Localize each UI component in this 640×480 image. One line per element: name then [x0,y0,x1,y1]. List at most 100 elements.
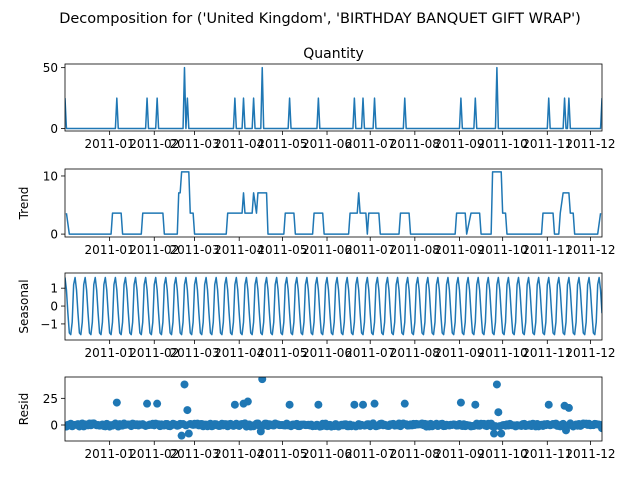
resid-xtick-label: 2011-10 [478,447,528,461]
seasonal-ytick-label: 1 [50,282,58,296]
resid-point [544,400,553,409]
resid-point [494,408,503,417]
subplot-resid: Resid0252011-012011-022011-032011-042011… [17,376,616,461]
trend-xtick-label: 2011-10 [478,243,528,257]
seasonal-series-line [65,276,602,336]
resid-axes-frame [64,376,603,442]
trend-ytick-label: 10 [43,169,58,183]
resid-point [497,429,506,438]
trend-xtick-label: 2011-07 [345,243,395,257]
trend-ytick-label: 0 [50,228,58,242]
observed-xtick-label: 2011-12 [565,137,615,151]
trend-xtick-label: 2011-02 [129,243,179,257]
seasonal-xtick-label: 2011-04 [214,346,264,360]
trend-axes-frame [64,168,603,238]
trend-xtick-label: 2011-12 [565,243,615,257]
seasonal-xtick-label: 2011-09 [434,346,484,360]
resid-point [230,400,239,409]
seasonal-ylabel: Seasonal [17,279,31,333]
seasonal-xtick-label: 2011-03 [170,346,220,360]
seasonal-plot-area [65,276,602,336]
trend-ylabel: Trend [17,187,31,221]
observed-xtick-label: 2011-11 [522,137,572,151]
subplot-observed: Quantity0502011-012011-022011-032011-042… [43,46,616,151]
resid-point [258,377,267,384]
figure-suptitle: Decomposition for ('United Kingdom', 'BI… [59,11,581,27]
seasonal-xtick-label: 2011-11 [522,346,572,360]
resid-point [456,398,465,407]
resid-point [112,398,121,407]
resid-xtick-label: 2011-01 [85,447,135,461]
resid-xtick-label: 2011-08 [390,447,440,461]
observed-xtick-label: 2011-02 [129,137,179,151]
seasonal-xtick-label: 2011-12 [565,346,615,360]
seasonal-ytick-label: −1 [40,317,58,331]
resid-point [564,403,573,412]
resid-point [471,400,480,409]
resid-point [598,424,602,433]
resid-xtick-label: 2011-06 [302,447,352,461]
observed-xtick-label: 2011-07 [345,137,395,151]
trend-plot-area [65,171,602,235]
observed-series-line [65,66,602,130]
observed-xtick-label: 2011-04 [214,137,264,151]
resid-xtick-label: 2011-04 [214,447,264,461]
observed-xtick-label: 2011-08 [390,137,440,151]
seasonal-axes-frame [64,272,603,341]
observed-xtick-label: 2011-09 [434,137,484,151]
trend-xtick-label: 2011-03 [170,243,220,257]
trend-series-line [65,171,602,235]
seasonal-xtick-label: 2011-06 [302,346,352,360]
trend-xtick-label: 2011-05 [257,243,307,257]
resid-point [143,399,152,408]
resid-point [490,429,499,438]
resid-xtick-label: 2011-12 [565,447,615,461]
resid-point [153,399,162,408]
seasonal-xtick-label: 2011-05 [257,346,307,360]
observed-title: Quantity [303,46,364,62]
resid-point [180,380,189,389]
resid-point [314,400,323,409]
resid-ylabel: Resid [17,393,31,425]
resid-point [370,399,379,408]
trend-xtick-label: 2011-11 [522,243,572,257]
seasonal-xtick-label: 2011-01 [85,346,135,360]
resid-xtick-label: 2011-03 [170,447,220,461]
resid-point [400,399,409,408]
observed-plot-area [65,66,602,130]
resid-point [492,380,501,389]
trend-xtick-label: 2011-09 [434,243,484,257]
seasonal-xtick-label: 2011-02 [129,346,179,360]
resid-point [177,431,186,440]
seasonal-xtick-label: 2011-07 [345,346,395,360]
resid-ytick-label: 25 [43,392,58,406]
subplot-panels: Quantity0502011-012011-022011-032011-042… [17,46,616,461]
resid-point [359,400,368,409]
observed-xtick-label: 2011-10 [478,137,528,151]
observed-axes-frame [64,63,603,132]
resid-plot-area [65,377,602,440]
observed-xtick-label: 2011-03 [170,137,220,151]
resid-point [285,400,294,409]
trend-xtick-label: 2011-01 [85,243,135,257]
resid-point [184,429,193,438]
resid-xtick-label: 2011-05 [257,447,307,461]
seasonal-ytick-label: 0 [50,300,58,314]
resid-ytick-label: 0 [50,419,58,433]
resid-xtick-label: 2011-11 [522,447,572,461]
resid-point [350,400,359,409]
subplot-trend: Trend0102011-012011-022011-032011-042011… [17,168,616,257]
resid-xtick-label: 2011-07 [345,447,395,461]
subplot-seasonal: Seasonal −1 0 1 2011-012011-022011-032011-04… [17,272,616,360]
resid-xtick-label: 2011-02 [129,447,179,461]
observed-xtick-label: 2011-06 [302,137,352,151]
resid-point [243,397,252,406]
observed-xtick-label: 2011-05 [257,137,307,151]
observed-ytick-label: 0 [50,122,58,136]
resid-point [183,406,192,415]
resid-xtick-label: 2011-09 [434,447,484,461]
seasonal-xtick-label: 2011-08 [390,346,440,360]
trend-xtick-label: 2011-08 [390,243,440,257]
trend-xtick-label: 2011-04 [214,243,264,257]
